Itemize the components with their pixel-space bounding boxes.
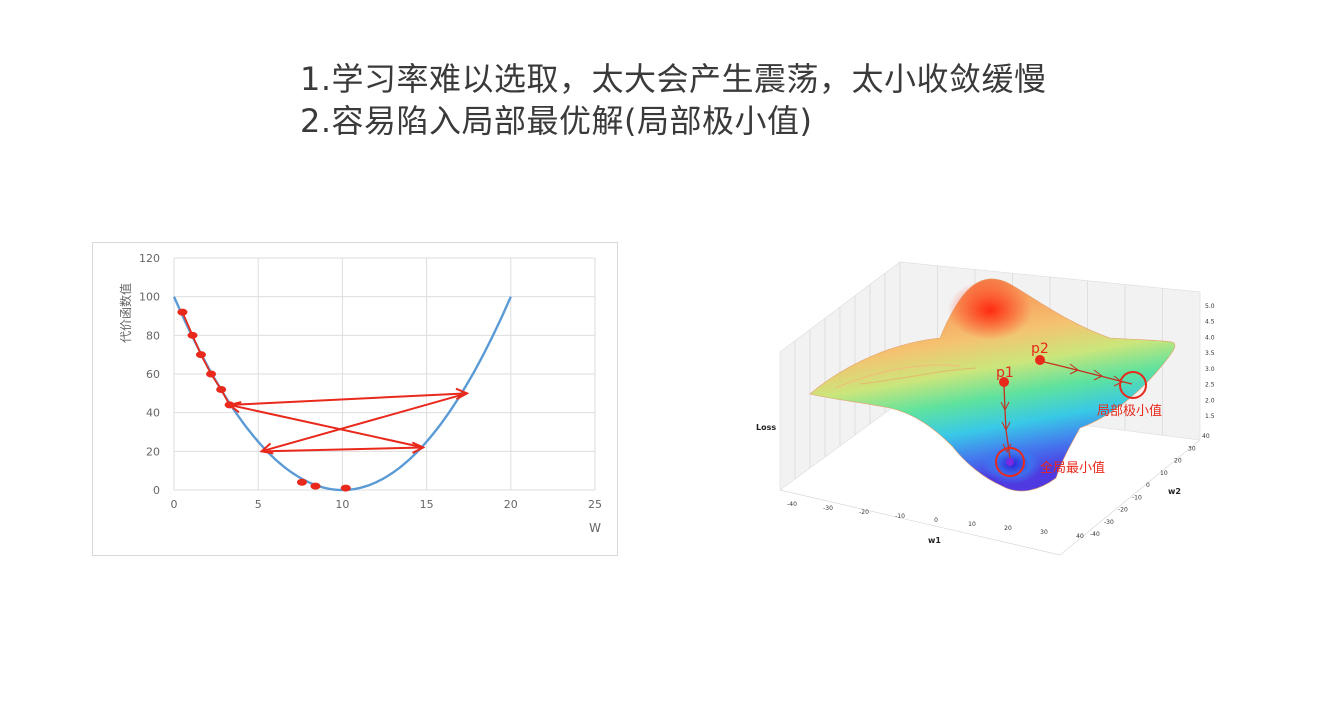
jump-arrowhead xyxy=(259,442,274,455)
y-axis-label: 代价函数值 xyxy=(118,283,133,343)
descent-step-mark xyxy=(296,478,307,486)
x-tick-label: 15 xyxy=(420,498,434,511)
z-tick-label: 2.0 xyxy=(1205,397,1215,404)
y-tick-label: 20 xyxy=(146,445,160,458)
w1-tick-label: -10 xyxy=(895,513,905,520)
w2-tick-labels: -40 -30 -20 -10 0 10 20 30 40 xyxy=(1090,433,1210,538)
y-tick-label: 60 xyxy=(146,368,160,381)
z-tick-label: 4.0 xyxy=(1205,334,1215,341)
w2-tick-label: 40 xyxy=(1202,433,1210,440)
w2-tick-label: 0 xyxy=(1146,482,1150,489)
z-tick-label: 1.5 xyxy=(1205,413,1215,420)
z-tick-label: 4.5 xyxy=(1205,319,1215,326)
surface-annotations: p1 p2 局部极小值 全局最小值 xyxy=(995,341,1162,477)
descent-step-mark xyxy=(310,482,321,490)
z-axis-label: Loss xyxy=(756,423,776,432)
loss-surface-chart: p1 p2 局部极小值 全局最小值 Loss w1 w2 -40 -30 -20 -1… xyxy=(740,250,1220,560)
w2-axis-label: w2 xyxy=(1168,487,1181,496)
w2-tick-label: -10 xyxy=(1132,494,1142,501)
descent-annotations xyxy=(177,308,470,492)
loss-surface-svg: p1 p2 局部极小值 全局最小值 Loss w1 w2 -40 -30 -20 -1… xyxy=(756,261,1215,556)
w2-tick-label: 10 xyxy=(1160,470,1168,477)
w1-tick-label: 0 xyxy=(934,517,938,524)
p2-label: p2 xyxy=(1031,341,1049,357)
local-min-marker xyxy=(1119,371,1147,399)
w2-tick-label: 20 xyxy=(1174,458,1182,465)
jump-arrowhead xyxy=(455,387,470,400)
descent-step-mark xyxy=(224,401,235,409)
z-tick-label: 5.0 xyxy=(1205,303,1215,310)
y-tick-label: 80 xyxy=(146,329,160,342)
point-2: 2.容易陷入局部最优解(局部极小值) xyxy=(300,102,813,140)
oscillation-jump xyxy=(261,446,424,453)
global-min-label: 全局最小值 xyxy=(1040,460,1105,476)
w2-tick-label: -30 xyxy=(1104,519,1114,526)
jump-arrowhead xyxy=(411,441,426,454)
z-tick-label: 2.5 xyxy=(1205,382,1215,389)
z-tick-labels: 1.5 2.0 2.5 3.0 3.5 4.0 4.5 5.0 xyxy=(1205,303,1215,420)
z-tick-label: 3.5 xyxy=(1205,350,1215,357)
jump-arrowhead xyxy=(227,401,242,414)
cost-curve-svg: 0 20 40 60 80 100 120 0 5 10 15 20 25 代价函数值 W xyxy=(118,252,603,535)
local-min-label: 局部极小值 xyxy=(1097,403,1162,419)
w1-tick-label: 40 xyxy=(1076,533,1084,540)
w1-tick-label: 30 xyxy=(1040,529,1048,536)
y-tick-label: 40 xyxy=(146,407,160,420)
p1-point xyxy=(999,377,1009,387)
z-tick-label: 3.0 xyxy=(1205,366,1215,373)
p1-label: p1 xyxy=(996,365,1014,381)
x-tick-label: 5 xyxy=(255,498,262,511)
oscillation-jump xyxy=(229,392,468,406)
w1-tick-label: 20 xyxy=(1004,525,1012,532)
x-tick-label: 20 xyxy=(504,498,518,511)
global-min-point xyxy=(1006,458,1014,466)
y-tick-label: 120 xyxy=(139,252,160,265)
y-tick-labels: 0 20 40 60 80 100 120 xyxy=(139,252,160,497)
grid xyxy=(173,257,596,491)
surface xyxy=(809,278,1176,492)
slide-points: 1.学习率难以选取，太大会产生震荡，太小收敛缓慢 2.容易陷入局部最优解(局部极… xyxy=(300,58,1047,142)
x-tick-label: 10 xyxy=(335,498,349,511)
point-1: 1.学习率难以选取，太大会产生震荡，太小收敛缓慢 xyxy=(300,60,1047,98)
w2-tick-label: 30 xyxy=(1188,445,1196,452)
w1-tick-label: -20 xyxy=(859,509,869,516)
x-tick-labels: 0 5 10 15 20 25 xyxy=(171,498,603,511)
w2-tick-label: -40 xyxy=(1090,531,1100,538)
x-axis-label: W xyxy=(589,521,601,535)
descent-step-mark xyxy=(340,484,351,492)
y-tick-label: 0 xyxy=(153,484,160,497)
y-tick-label: 100 xyxy=(139,291,160,304)
w1-tick-label: -30 xyxy=(823,505,833,512)
x-tick-label: 0 xyxy=(171,498,178,511)
w1-axis-label: w1 xyxy=(928,536,941,545)
w1-tick-label: 10 xyxy=(968,521,976,528)
oscillation-jump xyxy=(261,392,468,453)
descent-step-line xyxy=(181,311,194,336)
w1-tick-label: -40 xyxy=(787,501,797,508)
w2-tick-label: -20 xyxy=(1118,507,1128,514)
p2-point xyxy=(1035,355,1045,365)
cost-curve-chart: 0 20 40 60 80 100 120 0 5 10 15 20 25 代价函数值 W xyxy=(92,242,618,556)
oscillation-jump xyxy=(229,403,424,449)
descent-step-mark xyxy=(195,351,206,359)
w1-tick-labels: -40 -30 -20 -10 0 10 20 30 40 xyxy=(787,501,1084,540)
global-min-marker xyxy=(995,447,1025,477)
x-tick-label: 25 xyxy=(588,498,602,511)
